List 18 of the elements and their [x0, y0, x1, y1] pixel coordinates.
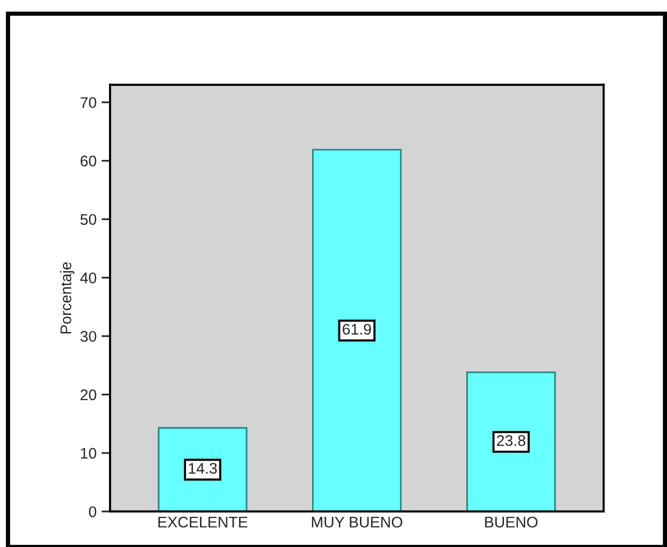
y-tick-label: 30 [80, 330, 96, 342]
y-tick-label: 0 [88, 506, 96, 518]
bar [158, 427, 248, 512]
y-tick-label: 10 [81, 448, 96, 459]
y-tick-label: 20 [80, 389, 96, 400]
data-label: 61.9 [342, 324, 371, 335]
y-tick-label: 40 [80, 272, 96, 284]
x-tick-label: EXCELENTE [158, 516, 248, 528]
x-tick-label: MUY BUENO [312, 516, 402, 528]
y-tick-label: 70 [80, 97, 96, 108]
data-label: 14.3 [188, 462, 217, 474]
y-tick-label: 60 [80, 156, 96, 166]
data-label: 23.8 [496, 435, 526, 446]
y-axis-title: Porcentaje [60, 262, 74, 334]
x-tick-label: BUENO [485, 516, 538, 528]
bar [312, 148, 402, 512]
y-tick-label: 50 [80, 214, 96, 225]
bar [466, 372, 556, 512]
